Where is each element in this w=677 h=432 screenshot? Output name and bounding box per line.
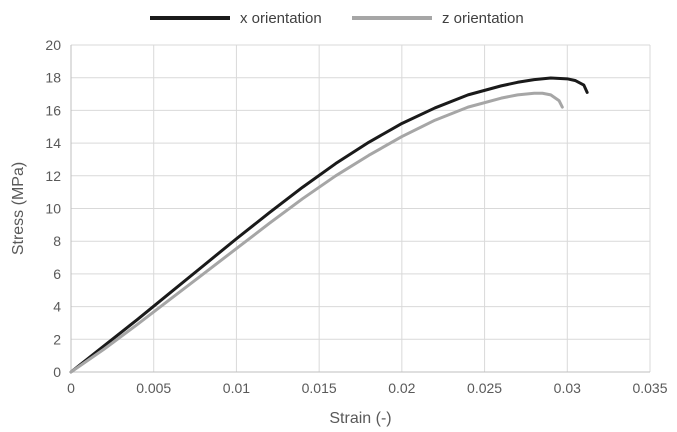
- y-tick-label: 12: [45, 168, 61, 184]
- x-axis-title: Strain (-): [329, 410, 391, 427]
- y-tick-label: 6: [53, 266, 61, 282]
- x-tick-label: 0.02: [388, 380, 415, 396]
- y-tick-label: 18: [45, 70, 61, 86]
- x-tick-label: 0: [67, 380, 75, 396]
- x-tick-label: 0.025: [467, 380, 502, 396]
- y-axis-title: Stress (MPa): [10, 162, 27, 255]
- y-tick-label: 2: [53, 331, 61, 347]
- series-line-z-orientation: [69, 91, 564, 374]
- y-tick-labels: 0 2 4 6 8 10 12 14 16 18 20: [45, 37, 61, 380]
- axes: [70, 45, 650, 373]
- x-tick-label: 0.015: [302, 380, 337, 396]
- x-tick-label: 0.035: [632, 380, 667, 396]
- legend-label: x orientation: [240, 10, 322, 27]
- series-line-x-orientation: [69, 76, 589, 374]
- y-tick-label: 4: [53, 299, 61, 315]
- x-tick-label: 0.01: [223, 380, 250, 396]
- y-tick-label: 16: [45, 102, 61, 118]
- y-tick-label: 0: [53, 364, 61, 380]
- y-tick-label: 8: [53, 233, 61, 249]
- y-tick-label: 10: [45, 201, 61, 217]
- x-tick-label: 0.03: [554, 380, 581, 396]
- y-tick-label: 14: [45, 135, 61, 151]
- series-lines: [69, 76, 589, 374]
- legend-label: z orientation: [442, 10, 524, 27]
- x-tick-label: 0.005: [136, 380, 171, 396]
- y-tick-label: 20: [45, 37, 61, 53]
- x-tick-labels: 0 0.005 0.01 0.015 0.02 0.025 0.03 0.035: [67, 380, 668, 396]
- legend: x orientation z orientation: [150, 10, 524, 27]
- gridlines: [71, 44, 651, 372]
